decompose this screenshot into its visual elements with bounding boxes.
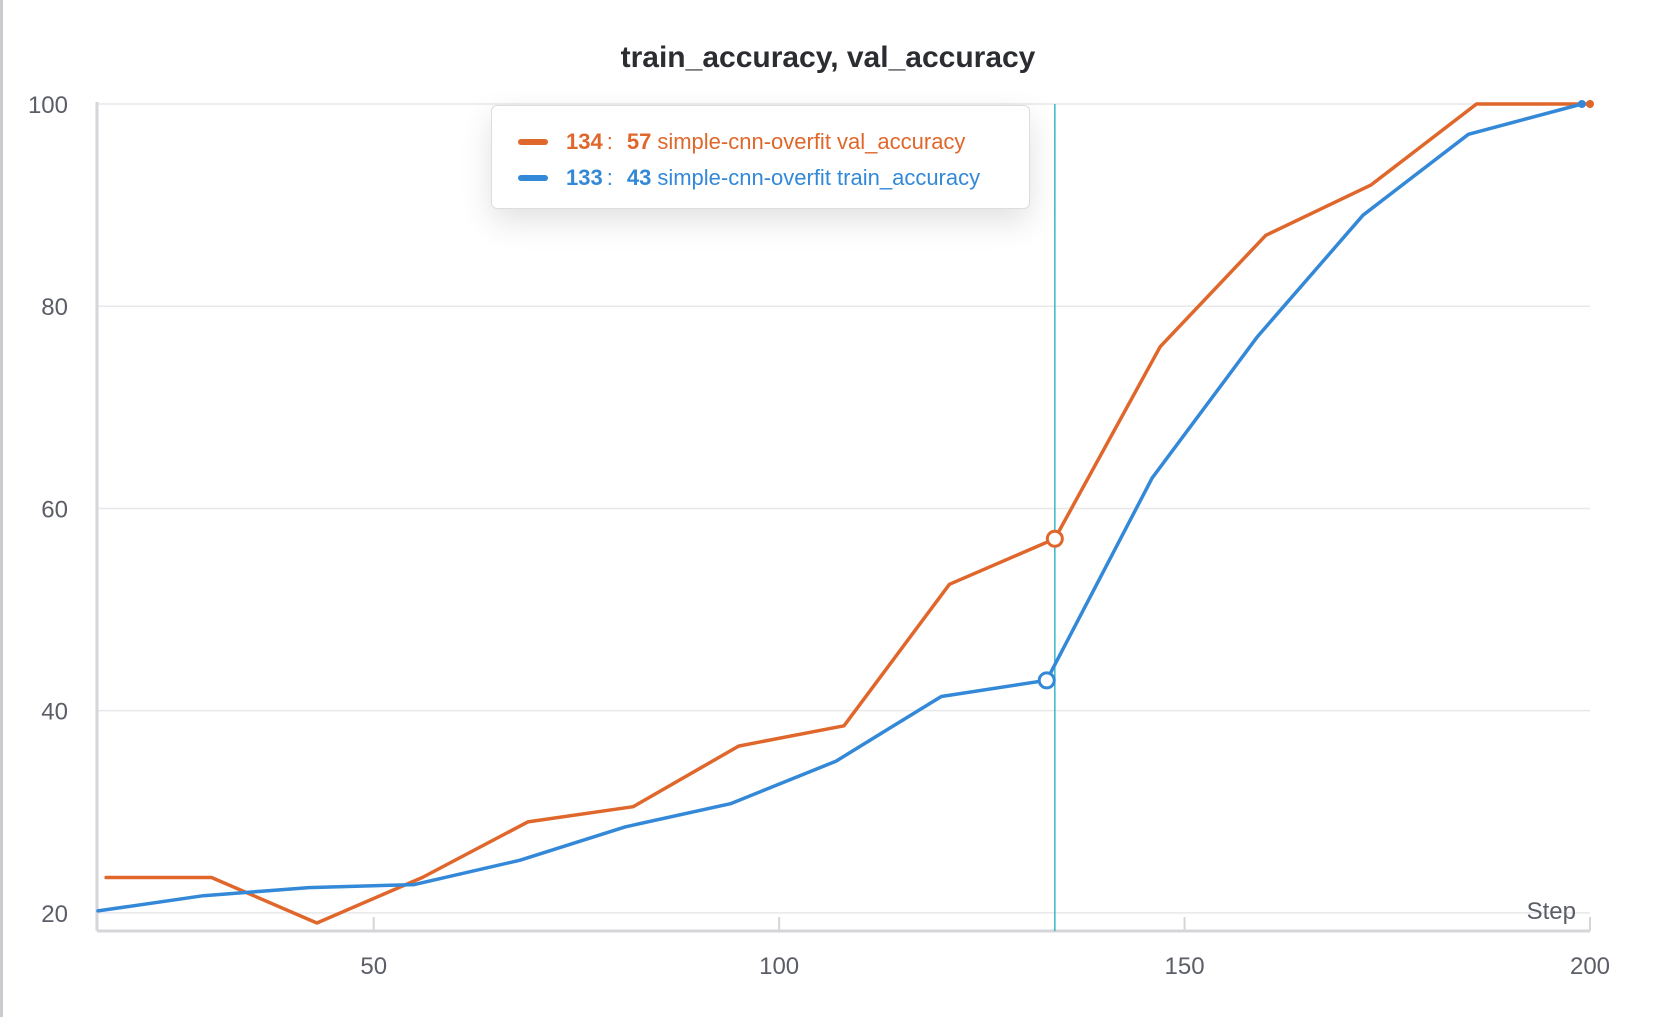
left-panel-edge: [0, 0, 3, 1017]
x-axis-label: Step: [1527, 898, 1576, 925]
y-tick-label: 60: [41, 496, 68, 523]
legend-step: 133: [566, 165, 603, 190]
chart-title: train_accuracy, val_accuracy: [621, 41, 1036, 74]
legend-label: simple-cnn-overfit train_accuracy: [657, 165, 981, 190]
tick-labels: 20 40 60 80 100 50 100 150 200: [28, 92, 1610, 980]
series-end-point: [1586, 100, 1594, 108]
legend-swatch: [518, 139, 548, 145]
legend-colon: :: [606, 129, 613, 154]
legend-label: simple-cnn-overfit val_accuracy: [657, 129, 966, 154]
legend-colon: :: [606, 165, 613, 190]
hover-legend: 134 : 57 simple-cnn-overfit val_accuracy…: [491, 105, 1030, 209]
x-tick-label: 200: [1570, 953, 1610, 980]
hover-point: [1037, 671, 1056, 690]
x-tick-label: 50: [360, 953, 387, 980]
hover-markers: [1037, 100, 1594, 690]
y-tick-label: 20: [41, 901, 68, 928]
x-tick-label: 150: [1165, 953, 1205, 980]
grid-lines: [98, 103, 1590, 914]
legend-value: 57: [626, 129, 652, 154]
y-tick-label: 80: [41, 294, 68, 321]
legend-step: 134: [566, 129, 603, 154]
y-tick-label: 100: [28, 92, 68, 119]
x-tick-label: 100: [759, 953, 799, 980]
series-end-point: [1577, 100, 1586, 108]
legend-row-train: 133 : 43 simple-cnn-overfit train_accura…: [518, 160, 1029, 196]
series-line-0: [104, 102, 1592, 925]
legend-row-val: 134 : 57 simple-cnn-overfit val_accuracy: [518, 124, 1029, 160]
series-line-1: [96, 102, 1584, 913]
legend-swatch: [518, 175, 548, 181]
y-tick-label: 40: [41, 699, 68, 726]
legend-value: 43: [626, 165, 652, 190]
axes: [95, 102, 1591, 933]
series-lines: [96, 102, 1592, 925]
hover-point: [1045, 529, 1064, 548]
